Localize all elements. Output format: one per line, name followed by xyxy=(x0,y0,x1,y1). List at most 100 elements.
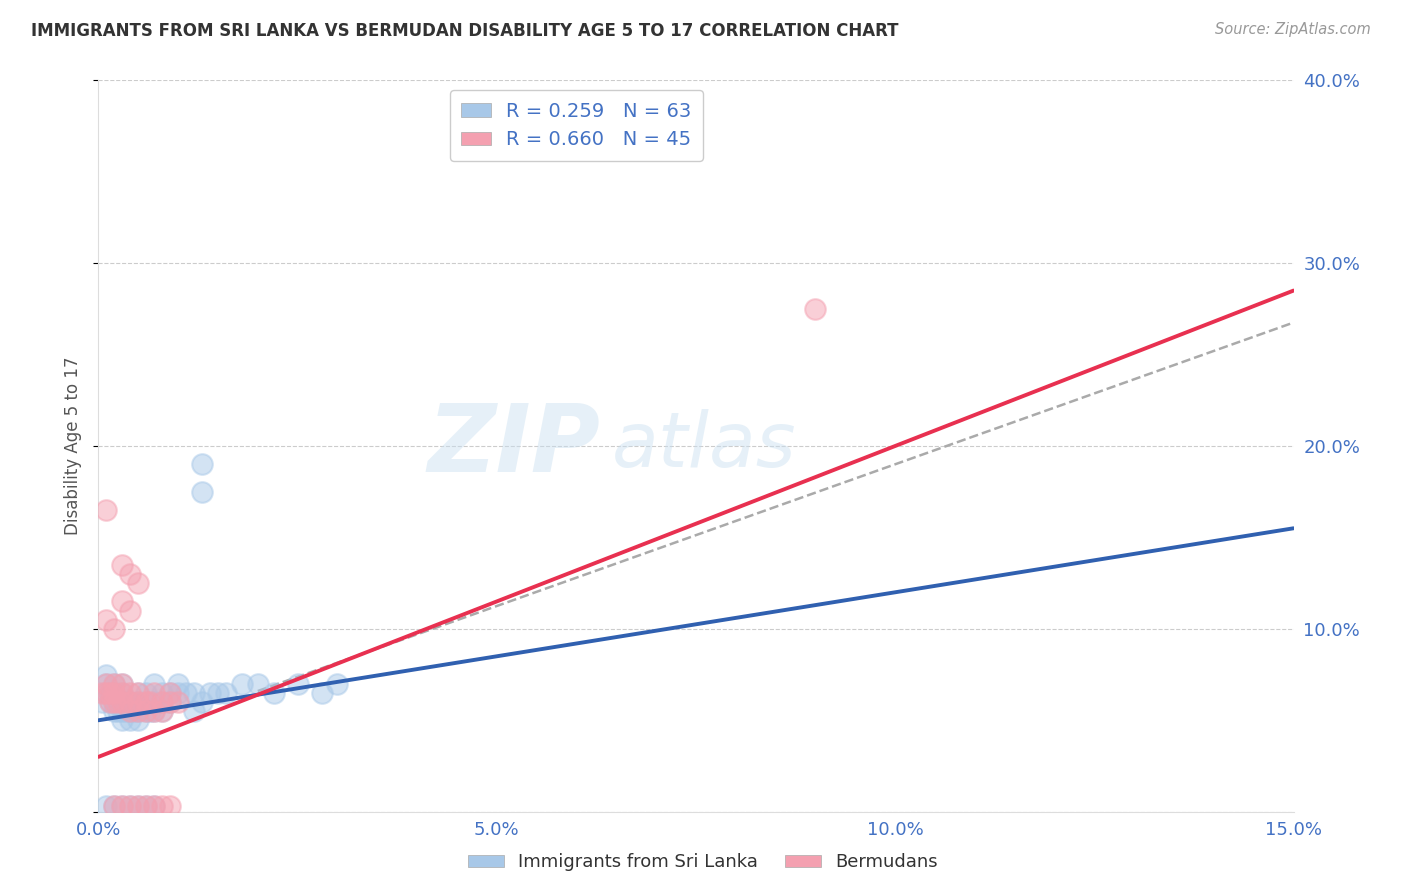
Point xyxy=(143,676,166,690)
Point xyxy=(103,676,125,690)
Point xyxy=(143,704,166,718)
Point xyxy=(111,594,134,608)
Point xyxy=(107,695,129,709)
Point xyxy=(159,799,181,814)
Point xyxy=(167,695,190,709)
Y-axis label: Disability Age 5 to 17: Disability Age 5 to 17 xyxy=(65,357,83,535)
Point xyxy=(111,704,134,718)
Point xyxy=(127,686,149,700)
Point xyxy=(120,704,142,718)
Point xyxy=(167,686,190,700)
Point xyxy=(215,686,238,700)
Text: IMMIGRANTS FROM SRI LANKA VS BERMUDAN DISABILITY AGE 5 TO 17 CORRELATION CHART: IMMIGRANTS FROM SRI LANKA VS BERMUDAN DI… xyxy=(31,22,898,40)
Point xyxy=(174,686,197,700)
Point xyxy=(103,695,125,709)
Point xyxy=(127,799,149,814)
Point xyxy=(231,676,253,690)
Point xyxy=(111,695,134,709)
Text: ZIP: ZIP xyxy=(427,400,600,492)
Point xyxy=(150,704,173,718)
Point xyxy=(115,695,138,709)
Point xyxy=(143,799,166,814)
Point xyxy=(111,695,134,709)
Point xyxy=(150,799,173,814)
Text: Source: ZipAtlas.com: Source: ZipAtlas.com xyxy=(1215,22,1371,37)
Point xyxy=(135,704,157,718)
Point xyxy=(183,704,205,718)
Point xyxy=(311,686,333,700)
Point xyxy=(127,576,149,591)
Point xyxy=(150,695,173,709)
Point xyxy=(143,799,166,814)
Point xyxy=(111,714,134,728)
Point xyxy=(107,695,129,709)
Point xyxy=(143,704,166,718)
Point xyxy=(120,704,142,718)
Point xyxy=(326,676,349,690)
Point xyxy=(103,704,125,718)
Point xyxy=(127,695,149,709)
Point xyxy=(287,676,309,690)
Point xyxy=(98,686,122,700)
Point xyxy=(96,667,118,681)
Point xyxy=(120,567,142,582)
Point xyxy=(91,695,114,709)
Point xyxy=(183,686,205,700)
Point xyxy=(111,686,134,700)
Point xyxy=(159,686,181,700)
Point xyxy=(98,695,122,709)
Point xyxy=(159,686,181,700)
Point xyxy=(111,799,134,814)
Point xyxy=(150,686,173,700)
Point xyxy=(139,695,162,709)
Point xyxy=(115,704,138,718)
Point xyxy=(96,676,118,690)
Point xyxy=(103,622,125,636)
Point xyxy=(135,695,157,709)
Point xyxy=(103,686,125,700)
Point xyxy=(103,676,125,690)
Point xyxy=(159,695,181,709)
Point xyxy=(143,695,166,709)
Point xyxy=(120,686,142,700)
Point xyxy=(191,484,214,499)
Point xyxy=(135,695,157,709)
Point xyxy=(103,686,125,700)
Point xyxy=(198,686,221,700)
Point xyxy=(207,686,229,700)
Point xyxy=(120,714,142,728)
Point xyxy=(135,686,157,700)
Point xyxy=(191,695,214,709)
Point xyxy=(127,686,149,700)
Point xyxy=(135,799,157,814)
Point xyxy=(127,704,149,718)
Point xyxy=(124,704,146,718)
Point xyxy=(120,695,142,709)
Point xyxy=(96,613,118,627)
Point xyxy=(150,704,173,718)
Point xyxy=(120,695,142,709)
Point xyxy=(127,704,149,718)
Point xyxy=(804,301,827,316)
Point xyxy=(120,799,142,814)
Text: atlas: atlas xyxy=(613,409,797,483)
Point xyxy=(111,676,134,690)
Point xyxy=(103,799,125,814)
Point xyxy=(127,714,149,728)
Point xyxy=(103,799,125,814)
Point xyxy=(135,704,157,718)
Point xyxy=(120,603,142,617)
Point xyxy=(103,695,125,709)
Point xyxy=(159,695,181,709)
Point xyxy=(98,695,122,709)
Point xyxy=(96,676,118,690)
Point xyxy=(111,558,134,572)
Point xyxy=(111,676,134,690)
Point xyxy=(150,695,173,709)
Point xyxy=(191,457,214,471)
Point xyxy=(246,676,269,690)
Point xyxy=(127,799,149,814)
Legend: Immigrants from Sri Lanka, Bermudans: Immigrants from Sri Lanka, Bermudans xyxy=(460,847,946,879)
Point xyxy=(96,799,118,814)
Point xyxy=(135,799,157,814)
